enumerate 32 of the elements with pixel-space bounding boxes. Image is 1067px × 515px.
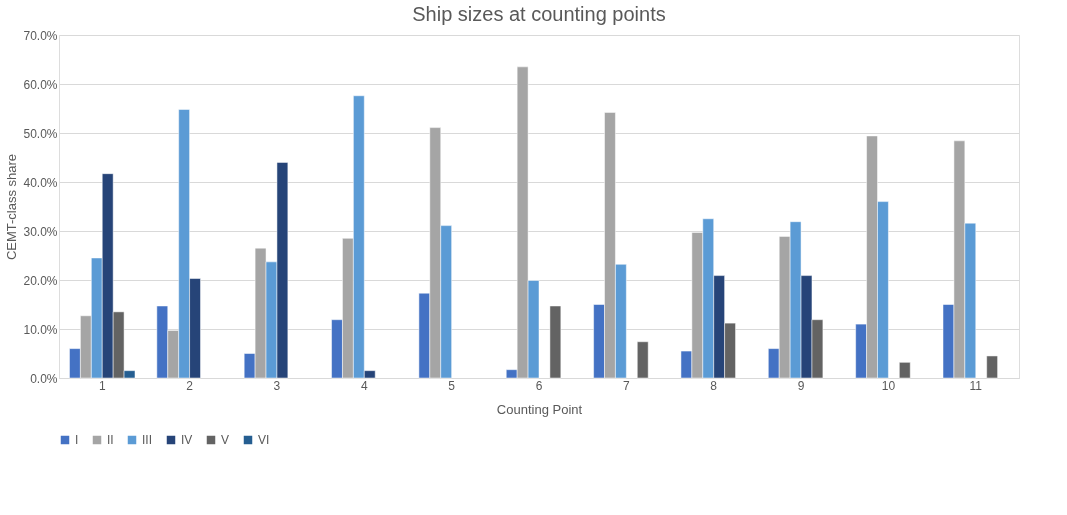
bar — [549, 305, 562, 379]
x-tick-label: 8 — [710, 378, 718, 393]
y-tick-label: 0.0% — [30, 371, 58, 386]
y-tick-label: 70.0% — [23, 28, 58, 43]
y-tick-label: 40.0% — [23, 175, 58, 190]
y-tick-label: 10.0% — [23, 322, 58, 337]
x-tick-label: 3 — [273, 378, 281, 393]
legend-label: I — [75, 433, 79, 447]
y-tick-label: 30.0% — [23, 224, 58, 239]
bar — [899, 362, 911, 379]
legend-label: IV — [181, 433, 193, 447]
legend-label: III — [142, 433, 153, 447]
x-tick-label: 4 — [360, 378, 368, 393]
y-tick-label: 60.0% — [23, 77, 58, 92]
legend-label: VI — [258, 433, 270, 447]
x-tick-label: 11 — [969, 378, 983, 393]
y-axis-title: CEMT-class share — [4, 153, 20, 261]
x-tick-label: 2 — [186, 378, 194, 393]
x-tick-label: 7 — [623, 378, 631, 393]
y-tick-label: 50.0% — [23, 126, 58, 141]
legend-label: II — [107, 433, 114, 447]
x-tick-label: 5 — [448, 378, 456, 393]
x-axis-title: Counting Point — [496, 401, 583, 417]
y-tick-label: 20.0% — [23, 273, 58, 288]
bar — [986, 355, 998, 379]
x-tick-label: 9 — [797, 378, 805, 393]
bar — [637, 341, 649, 379]
chart-title: Ship sizes at counting points — [412, 3, 666, 25]
legend-label: V — [221, 433, 230, 447]
x-tick-label: 10 — [881, 378, 896, 393]
x-tick-label: 1 — [98, 378, 106, 393]
x-tick-label: 6 — [535, 378, 543, 393]
